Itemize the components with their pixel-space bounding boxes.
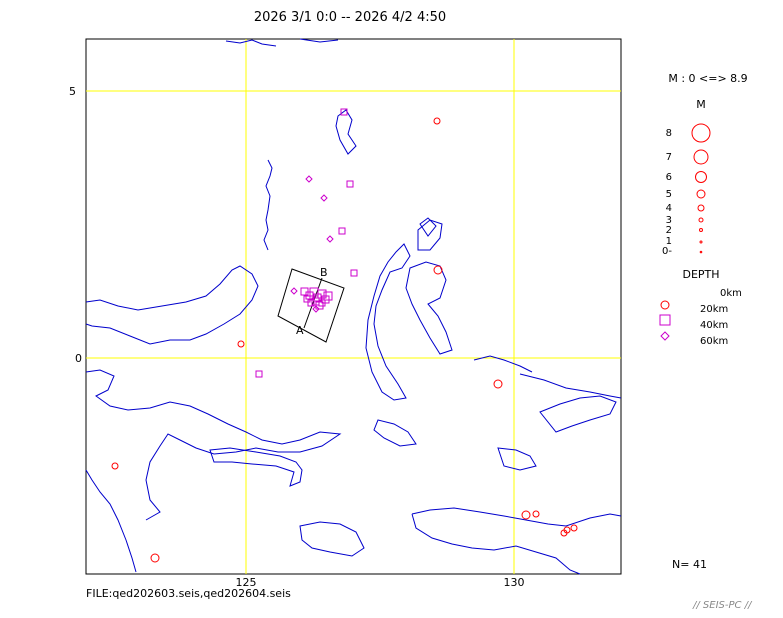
legend-mag-symbol	[698, 217, 704, 223]
quake-marker	[150, 553, 160, 563]
quake-markers-shallow	[111, 117, 578, 563]
legend-mag-label: 4	[666, 203, 672, 214]
quake-marker	[340, 108, 348, 116]
quake-marker	[433, 117, 441, 125]
map-frame	[85, 38, 622, 575]
quake-marker	[255, 370, 263, 378]
cross-section-box: A B	[277, 266, 345, 343]
legend-mag-symbol	[699, 228, 703, 232]
quake-marker	[346, 180, 354, 188]
quake-marker	[338, 227, 346, 235]
coast-sangihe	[263, 159, 273, 251]
legend-mag-symbol	[693, 149, 709, 165]
quake-marker	[303, 295, 311, 303]
coast-misool	[299, 521, 365, 557]
quake-marker	[290, 287, 298, 295]
coast-sulawesi-north-arm	[85, 265, 259, 345]
quake-marker	[307, 299, 315, 307]
legend-magnitude-range: M : 0 <=> 8.9	[668, 72, 747, 85]
axis-label-lat-5: 5	[69, 85, 76, 98]
legend-depth-label: 0km	[720, 288, 742, 299]
legend-mag-label: 6	[666, 172, 672, 183]
legend-mag-label: 0-	[662, 246, 672, 257]
quake-marker	[318, 299, 326, 307]
cross-section-outline	[277, 268, 345, 343]
quake-markers-intermediate	[255, 108, 358, 378]
coast-batanta	[539, 395, 617, 433]
legend-magnitude-scale: 8 7 6 5 4 3 2 1 0-	[662, 123, 711, 257]
coast-mindanao	[225, 38, 339, 47]
coast-sula	[209, 447, 303, 487]
legend-mag-symbol	[699, 250, 703, 254]
quake-marker	[237, 340, 245, 348]
quake-marker	[433, 265, 443, 275]
legend-mag-symbol	[699, 240, 703, 244]
cross-section-line	[303, 277, 323, 329]
quake-marker	[560, 529, 568, 537]
quake-marker	[320, 194, 328, 202]
coast-obi	[373, 419, 417, 447]
map-title: 2026 3/1 0:0 -- 2026 4/2 4:50	[253, 10, 447, 25]
coast-sulawesi-southeast	[85, 469, 137, 573]
legend-mag-label: 5	[666, 189, 672, 200]
legend-mag-label: 1	[666, 236, 672, 247]
legend-depth-diamond-symbol	[660, 331, 670, 341]
legend-depth-title: DEPTH	[682, 268, 719, 281]
legend-depth-square-symbol	[659, 314, 671, 326]
coast-halmahera	[365, 219, 453, 401]
quake-marker	[323, 291, 333, 301]
file-info: FILE:qed202603.seis,qed202604.seis	[86, 587, 291, 600]
legend-mag-label: 8	[666, 128, 672, 139]
coast-waigeo	[497, 447, 537, 471]
coast-sulawesi-east-arm	[85, 369, 342, 521]
quake-marker	[532, 510, 540, 518]
coast-papua	[411, 507, 622, 575]
legend-mag-symbol	[696, 189, 706, 199]
coast-talaud	[335, 109, 357, 155]
legend-mag-label: 3	[666, 215, 672, 226]
axis-label-lon-125: 125	[236, 576, 257, 589]
quake-marker	[305, 175, 313, 183]
footer-label: // SEIS-PC //	[693, 600, 752, 611]
quake-marker	[570, 524, 578, 532]
quake-marker	[312, 305, 320, 313]
quake-marker	[111, 462, 119, 470]
legend-mag-symbol	[695, 171, 707, 183]
axis-label-lon-130: 130	[504, 576, 525, 589]
quake-marker	[326, 235, 334, 243]
cross-section-label-b: B	[320, 266, 328, 279]
grid-lines	[86, 39, 621, 574]
legend-depth-label: 60km	[700, 336, 728, 347]
legend-depth-circle-symbol	[660, 300, 670, 310]
quake-marker	[521, 510, 531, 520]
legend-mag-label: 7	[666, 152, 672, 163]
quake-marker	[493, 379, 503, 389]
cross-section-label-a: A	[296, 324, 304, 337]
quake-marker	[350, 269, 358, 277]
event-count: N= 41	[672, 558, 707, 571]
coast-raja-ampat	[473, 355, 622, 399]
legend-depth-label: 20km	[700, 304, 728, 315]
legend: M : 0 <=> 8.9 M 8 7 6 5 4 3 2 1 0- DEPTH…	[659, 72, 748, 347]
legend-mag-symbol	[691, 123, 711, 143]
axis-label-lat-0: 0	[75, 352, 82, 365]
legend-magnitude-title: M	[696, 98, 706, 111]
coastlines	[85, 38, 622, 575]
legend-depth-label: 40km	[700, 320, 728, 331]
legend-mag-label: 2	[666, 225, 672, 236]
legend-mag-symbol	[697, 204, 705, 212]
quake-markers-deep	[290, 175, 334, 313]
legend-depth-scale: 0km 20km 40km 60km	[659, 288, 742, 347]
coast-morotai	[419, 217, 437, 237]
